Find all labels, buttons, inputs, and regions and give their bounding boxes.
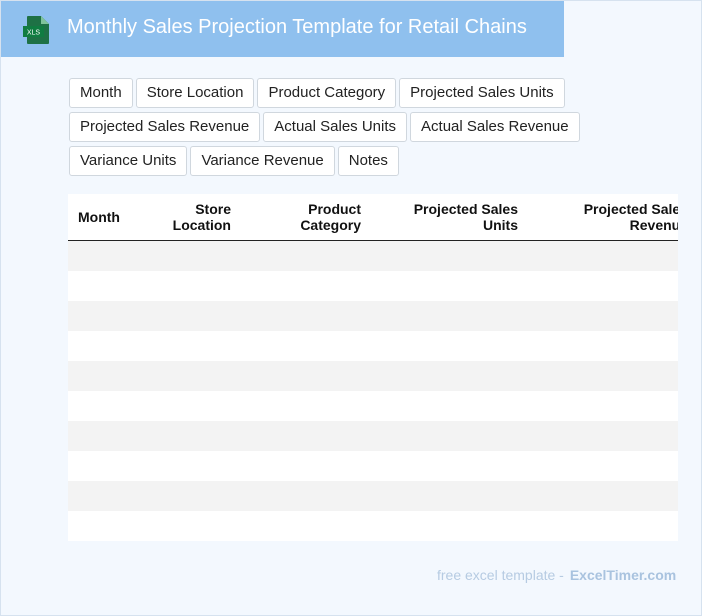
chip-variance-revenue[interactable]: Variance Revenue — [190, 146, 335, 176]
table-cell[interactable] — [148, 301, 241, 331]
table-cell[interactable] — [241, 361, 371, 391]
table-row[interactable] — [68, 451, 678, 481]
column-header-month[interactable]: Month — [68, 194, 148, 241]
chip-month[interactable]: Month — [69, 78, 133, 108]
table-row[interactable] — [68, 301, 678, 331]
table-cell[interactable] — [241, 481, 371, 511]
table-cell[interactable] — [68, 301, 148, 331]
chip-actual-sales-units[interactable]: Actual Sales Units — [263, 112, 408, 142]
table-cell[interactable] — [528, 391, 678, 421]
footer-brand-link[interactable]: ExcelTimer.com — [569, 567, 677, 583]
table-cell[interactable] — [528, 451, 678, 481]
table-cell[interactable] — [528, 331, 678, 361]
table-cell[interactable] — [68, 241, 148, 272]
table-row[interactable] — [68, 361, 678, 391]
sales-table-container[interactable]: Month Store Location Product Category Proj… — [68, 194, 678, 541]
table-cell[interactable] — [371, 271, 528, 301]
column-header-projected-sales-units[interactable]: Projected Sales Units — [371, 194, 528, 241]
footer-credit: free excel template - ExcelTimer.com — [437, 567, 676, 583]
table-cell[interactable] — [68, 391, 148, 421]
table-cell[interactable] — [68, 361, 148, 391]
table-row[interactable] — [68, 421, 678, 451]
sales-table: Month Store Location Product Category Proj… — [68, 194, 678, 541]
column-header-store-location[interactable]: Store Location — [148, 194, 241, 241]
table-cell[interactable] — [371, 451, 528, 481]
table-cell[interactable] — [68, 511, 148, 541]
table-cell[interactable] — [241, 301, 371, 331]
svg-text:XLS: XLS — [27, 30, 41, 37]
table-body — [68, 240, 678, 541]
table-row[interactable] — [68, 331, 678, 361]
table-cell[interactable] — [528, 481, 678, 511]
table-cell[interactable] — [68, 451, 148, 481]
table-cell[interactable] — [528, 511, 678, 541]
table-row[interactable] — [68, 391, 678, 421]
table-row[interactable] — [68, 271, 678, 301]
table-cell[interactable] — [68, 481, 148, 511]
table-cell[interactable] — [148, 241, 241, 272]
table-row[interactable] — [68, 481, 678, 511]
chip-actual-sales-revenue[interactable]: Actual Sales Revenue — [410, 112, 580, 142]
chip-projected-sales-revenue[interactable]: Projected Sales Revenue — [69, 112, 261, 142]
table-cell[interactable] — [241, 451, 371, 481]
chip-store-location[interactable]: Store Location — [135, 78, 255, 108]
table-cell[interactable] — [371, 241, 528, 272]
chip-notes[interactable]: Notes — [337, 146, 399, 176]
table-row[interactable] — [68, 240, 678, 272]
table-cell[interactable] — [68, 271, 148, 301]
table-cell[interactable] — [528, 241, 678, 272]
table-cell[interactable] — [241, 391, 371, 421]
table-cell[interactable] — [241, 331, 371, 361]
table-cell[interactable] — [68, 331, 148, 361]
table-cell[interactable] — [241, 511, 371, 541]
chip-projected-sales-units[interactable]: Projected Sales Units — [399, 78, 565, 108]
table-cell[interactable] — [148, 331, 241, 361]
column-chip-list: Month Store Location Product Category Pr… — [69, 78, 689, 180]
table-cell[interactable] — [528, 271, 678, 301]
column-header-product-category[interactable]: Product Category — [241, 194, 371, 241]
table-cell[interactable] — [371, 391, 528, 421]
table-cell[interactable] — [241, 241, 371, 272]
table-cell[interactable] — [528, 421, 678, 451]
table-cell[interactable] — [68, 421, 148, 451]
table-cell[interactable] — [148, 511, 241, 541]
table-cell[interactable] — [148, 481, 241, 511]
page-title: Monthly Sales Projection Template for Re… — [67, 16, 527, 38]
chip-product-category[interactable]: Product Category — [257, 78, 397, 108]
table-cell[interactable] — [528, 361, 678, 391]
table-cell[interactable] — [528, 301, 678, 331]
table-cell[interactable] — [241, 271, 371, 301]
table-cell[interactable] — [371, 331, 528, 361]
table-cell[interactable] — [148, 391, 241, 421]
table-cell[interactable] — [371, 301, 528, 331]
table-cell[interactable] — [241, 421, 371, 451]
table-cell[interactable] — [148, 271, 241, 301]
title-banner: XLS Monthly Sales Projection Template fo… — [1, 1, 564, 57]
table-cell[interactable] — [371, 481, 528, 511]
chip-variance-units[interactable]: Variance Units — [69, 146, 188, 176]
table-row[interactable] — [68, 511, 678, 541]
table-cell[interactable] — [148, 421, 241, 451]
table-cell[interactable] — [371, 361, 528, 391]
table-cell[interactable] — [148, 361, 241, 391]
footer-text: free excel template - — [437, 567, 564, 583]
table-cell[interactable] — [371, 511, 528, 541]
table-header-row: Month Store Location Product Category Proj… — [68, 194, 678, 241]
table-cell[interactable] — [371, 421, 528, 451]
table-cell[interactable] — [148, 451, 241, 481]
xls-file-icon: XLS — [23, 16, 49, 44]
